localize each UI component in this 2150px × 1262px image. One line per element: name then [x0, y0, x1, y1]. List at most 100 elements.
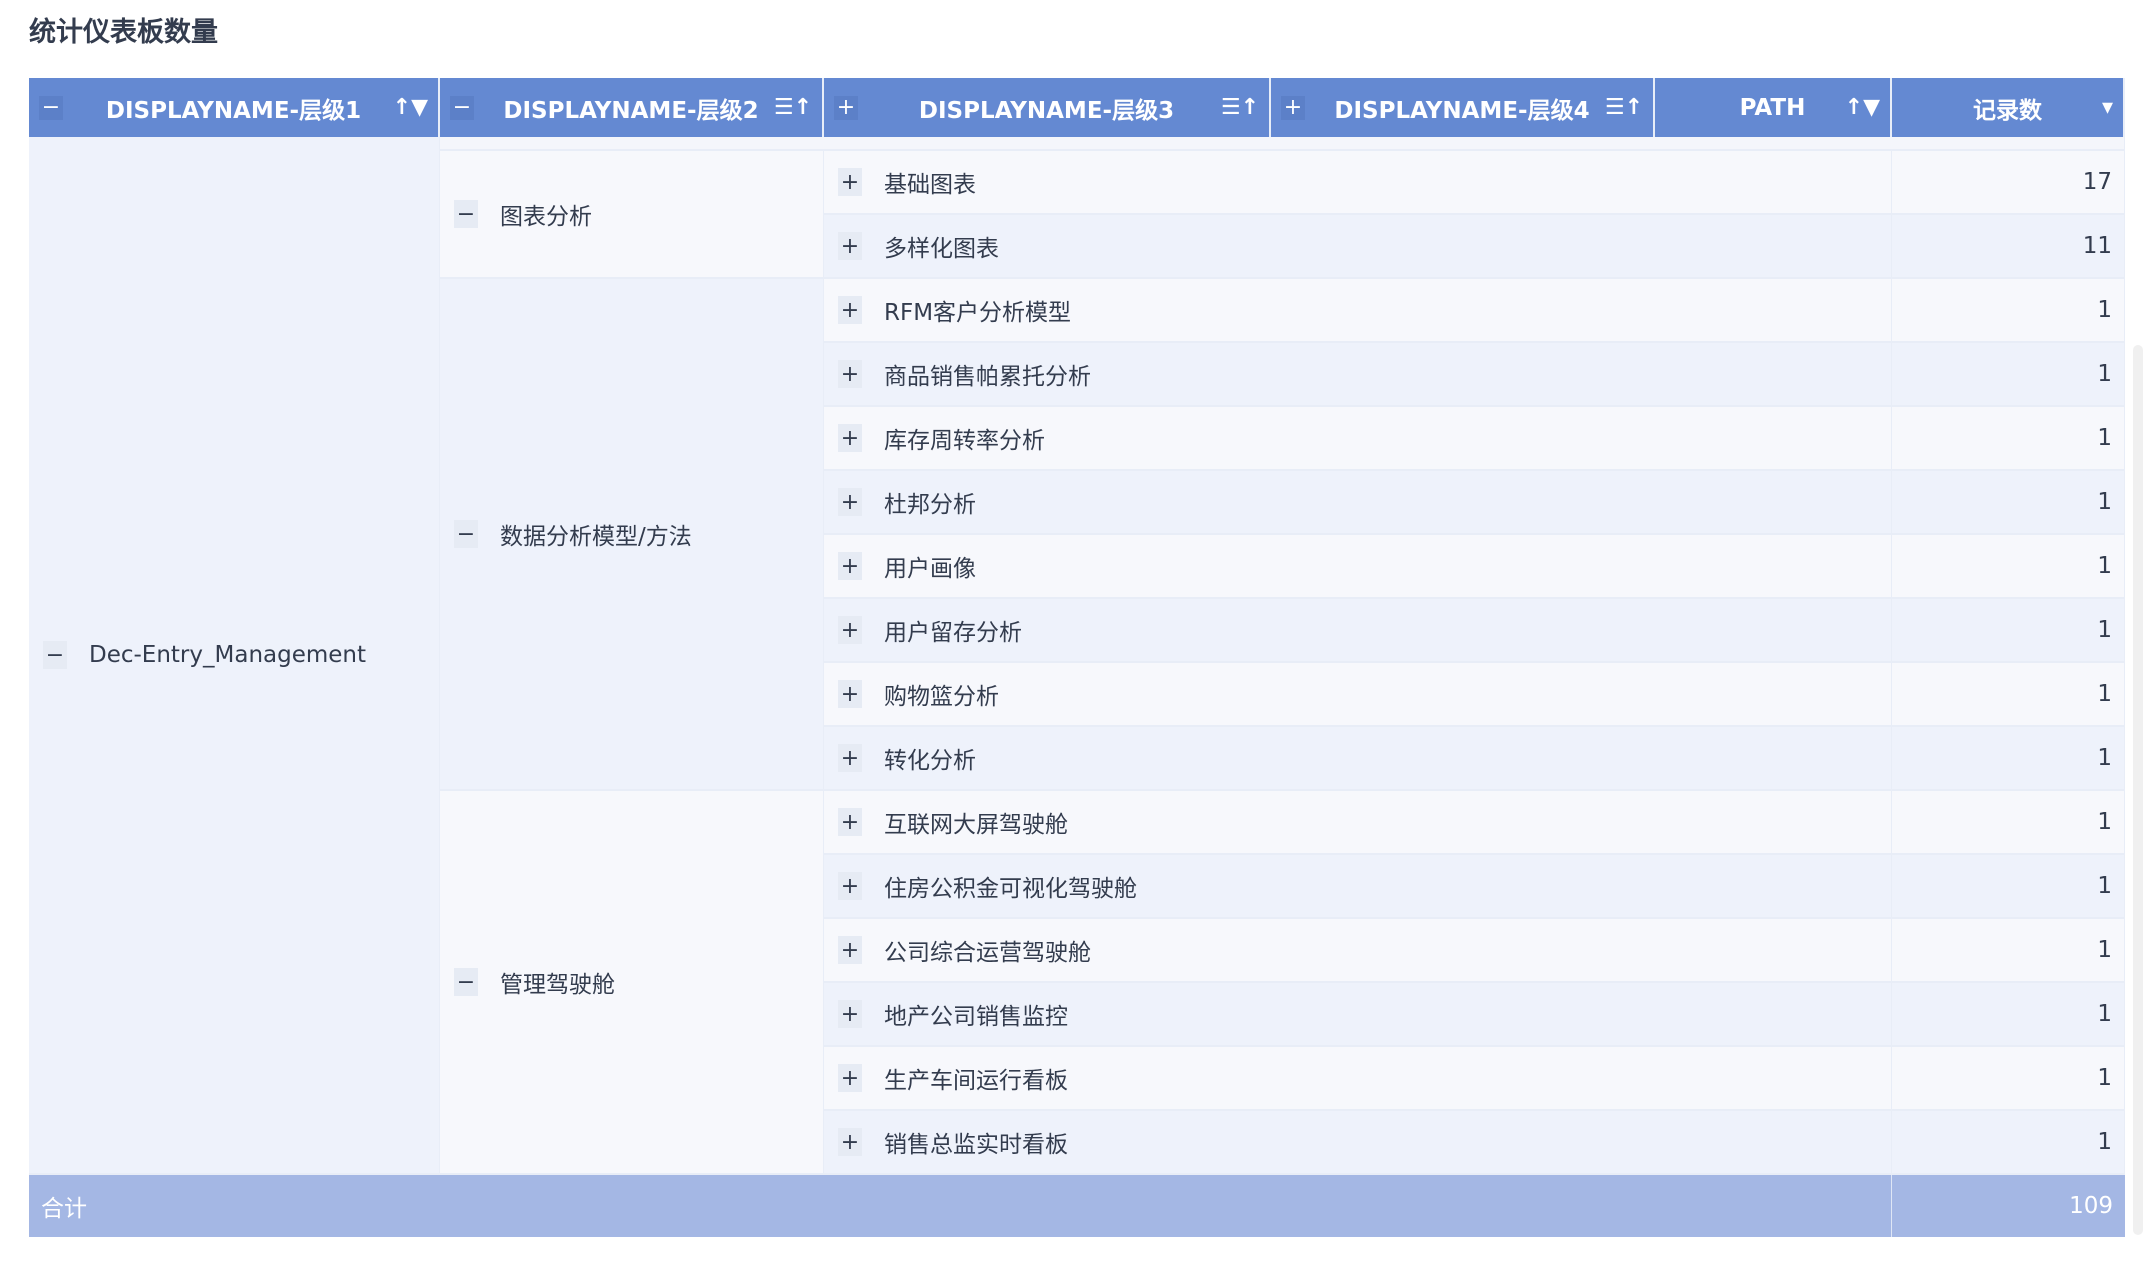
expand-toggle-icon[interactable]: + — [838, 616, 862, 644]
level2-cell[interactable]: − 数据分析模型/方法 — [440, 279, 824, 791]
table-row[interactable]: + 地产公司销售监控 — [824, 983, 1892, 1047]
expand-toggle-icon[interactable]: − — [43, 641, 67, 669]
table-row[interactable]: + 生产车间运行看板 — [824, 1047, 1892, 1111]
column-header-5[interactable]: PATH ↑▼ — [1655, 78, 1892, 137]
table-row[interactable]: + RFM客户分析模型 — [824, 279, 1892, 343]
level2-cell[interactable]: − 图表分析 — [440, 151, 824, 279]
expand-toggle-icon[interactable]: + — [838, 680, 862, 708]
table-row[interactable]: + 用户留存分析 — [824, 599, 1892, 663]
expand-toggle-icon[interactable]: + — [1281, 95, 1305, 120]
sort-icon[interactable]: ▾ — [2101, 95, 2113, 120]
record-count-value: 1 — [2097, 809, 2112, 835]
expand-toggle-icon[interactable]: − — [454, 200, 478, 228]
record-count-value: 1 — [2097, 297, 2112, 323]
record-count: 1 — [1892, 1111, 2125, 1175]
row-name: 杜邦分析 — [884, 492, 976, 518]
record-count: 11 — [1892, 215, 2125, 279]
row-name: 住房公积金可视化驾驶舱 — [884, 876, 1137, 902]
sort-icon[interactable]: ↑▼ — [1844, 95, 1880, 120]
record-count: 1 — [1892, 343, 2125, 407]
table-row[interactable]: + 住房公积金可视化驾驶舱 — [824, 855, 1892, 919]
expand-toggle-icon[interactable]: + — [838, 808, 862, 836]
total-row-label: 合计 — [29, 1175, 1892, 1237]
column-header-1[interactable]: − DISPLAYNAME-层级1 ↑▼ — [29, 78, 440, 137]
table-row[interactable]: + 商品销售帕累托分析 — [824, 343, 1892, 407]
expand-toggle-icon[interactable]: − — [39, 95, 63, 120]
sort-icon[interactable]: ↑▼ — [392, 95, 428, 120]
table-row[interactable]: + 用户画像 — [824, 535, 1892, 599]
expand-toggle-icon[interactable]: + — [838, 552, 862, 580]
record-count: 17 — [1892, 151, 2125, 215]
table-row[interactable]: + 转化分析 — [824, 727, 1892, 791]
row-name: 地产公司销售监控 — [884, 1004, 1068, 1030]
row-name: 销售总监实时看板 — [884, 1132, 1068, 1158]
record-count-value: 1 — [2097, 553, 2112, 579]
expand-toggle-icon[interactable]: + — [838, 1064, 862, 1092]
record-count-value: 1 — [2097, 745, 2112, 771]
row-name: 多样化图表 — [884, 236, 999, 262]
table-row[interactable]: + 基础图表 — [824, 151, 1892, 215]
table-row[interactable]: + 购物篮分析 — [824, 663, 1892, 727]
expand-toggle-icon[interactable]: + — [838, 424, 862, 452]
column-header-2[interactable]: − DISPLAYNAME-层级2 ☰↑ — [440, 78, 824, 137]
page-title: 统计仪表板数量 — [29, 17, 218, 48]
total-value: 109 — [1892, 1175, 2125, 1237]
expand-toggle-icon[interactable]: + — [838, 168, 862, 196]
row-name: 生产车间运行看板 — [884, 1068, 1068, 1094]
table-row[interactable]: + 销售总监实时看板 — [824, 1111, 1892, 1175]
record-count-value: 11 — [2082, 233, 2112, 259]
sort-icon[interactable]: ☰↑ — [773, 95, 812, 120]
row-name: 库存周转率分析 — [884, 428, 1045, 454]
column-header-3[interactable]: + DISPLAYNAME-层级3 ☰↑ — [824, 78, 1271, 137]
record-count-value: 1 — [2097, 1065, 2112, 1091]
table-row[interactable]: + 多样化图表 — [824, 215, 1892, 279]
record-count: 1 — [1892, 855, 2125, 919]
column-header-label: DISPLAYNAME-层级1 — [105, 97, 362, 124]
expand-toggle-icon[interactable]: + — [838, 744, 862, 772]
record-count-value: 1 — [2097, 937, 2112, 963]
expand-toggle-icon[interactable]: + — [838, 360, 862, 388]
expand-toggle-icon[interactable]: + — [838, 1000, 862, 1028]
expand-toggle-icon[interactable]: − — [454, 968, 478, 996]
vertical-scrollbar[interactable] — [2133, 345, 2143, 1235]
expand-toggle-icon[interactable]: + — [838, 232, 862, 260]
table-row[interactable]: + 杜邦分析 — [824, 471, 1892, 535]
expand-toggle-icon[interactable]: + — [834, 95, 858, 120]
expand-toggle-icon[interactable]: + — [838, 1128, 862, 1156]
expand-toggle-icon[interactable]: − — [454, 520, 478, 548]
row-name: 用户画像 — [884, 556, 976, 582]
record-count: 1 — [1892, 919, 2125, 983]
row-name: 基础图表 — [884, 172, 976, 198]
spacer-row — [440, 137, 2125, 151]
column-header-label: DISPLAYNAME-层级2 — [503, 97, 759, 124]
record-count: 1 — [1892, 599, 2125, 663]
record-count-value: 1 — [2097, 489, 2112, 515]
table-row[interactable]: + 库存周转率分析 — [824, 407, 1892, 471]
row-name: 公司综合运营驾驶舱 — [884, 940, 1091, 966]
record-count: 1 — [1892, 535, 2125, 599]
column-header-6[interactable]: 记录数 ▾ — [1892, 78, 2125, 137]
row-name: 转化分析 — [884, 748, 976, 774]
record-count: 1 — [1892, 663, 2125, 727]
expand-toggle-icon[interactable]: + — [838, 872, 862, 900]
table-row[interactable]: + 公司综合运营驾驶舱 — [824, 919, 1892, 983]
record-count-value: 1 — [2097, 425, 2112, 451]
sort-icon[interactable]: ☰↑ — [1604, 95, 1643, 120]
expand-toggle-icon[interactable]: + — [838, 936, 862, 964]
expand-toggle-icon[interactable]: + — [838, 488, 862, 516]
level2-cell[interactable]: − 管理驾驶舱 — [440, 791, 824, 1175]
column-header-label: PATH — [1739, 94, 1806, 121]
row-name: 用户留存分析 — [884, 620, 1022, 646]
record-count: 1 — [1892, 471, 2125, 535]
record-count-value: 1 — [2097, 1001, 2112, 1027]
table-row[interactable]: + 互联网大屏驾驶舱 — [824, 791, 1892, 855]
sort-icon[interactable]: ☰↑ — [1220, 95, 1259, 120]
record-count-value: 1 — [2097, 873, 2112, 899]
record-count-value: 1 — [2097, 617, 2112, 643]
column-header-label: DISPLAYNAME-层级4 — [1334, 97, 1590, 124]
level1-cell[interactable]: − Dec-Entry_Management — [29, 137, 440, 1175]
column-header-4[interactable]: + DISPLAYNAME-层级4 ☰↑ — [1271, 78, 1655, 137]
expand-toggle-icon[interactable]: − — [450, 95, 474, 120]
row-name: 互联网大屏驾驶舱 — [884, 812, 1068, 838]
expand-toggle-icon[interactable]: + — [838, 296, 862, 324]
